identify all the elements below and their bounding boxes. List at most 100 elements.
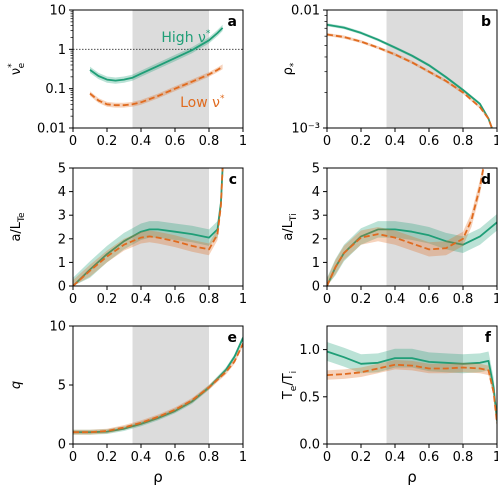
x-tick-label: 0.8 — [453, 292, 474, 307]
x-tick-label: 0 — [323, 450, 331, 465]
x-tick-label: 0.2 — [351, 292, 372, 307]
y-tick-label: 4 — [58, 185, 66, 200]
annotation-low: Low ν* — [180, 94, 225, 111]
y-tick-label: 4 — [312, 185, 320, 200]
x-tick-label: 0.6 — [419, 134, 440, 149]
y-tick-label: 1 — [58, 256, 66, 271]
x-tick-label: 0.4 — [131, 134, 152, 149]
x-tick-label: 0 — [69, 134, 77, 149]
y-tick-label: 0.01 — [291, 4, 320, 19]
x-tick-label: 0.6 — [419, 450, 440, 465]
y-axis-label: a/LTi — [281, 213, 299, 240]
x-tick-label: 1 — [493, 292, 498, 307]
y-tick-label: 10 — [49, 320, 66, 335]
plot-frame — [326, 325, 498, 445]
x-tick-label: 0.2 — [97, 450, 118, 465]
shaded-region — [386, 168, 463, 286]
y-tick-label: 2 — [312, 232, 320, 247]
y-tick-label: 0.0 — [299, 438, 320, 453]
x-tick-label: 0 — [323, 134, 331, 149]
x-tick-label: 1 — [239, 134, 247, 149]
panel-f: 0 0.2 0.4 0.6 0.8 1 0.0 0.5 1.0Te/Ti f ρ — [281, 325, 498, 486]
x-tick-label: 0 — [69, 292, 77, 307]
y-tick-label: 0 — [58, 438, 66, 453]
plot-frame — [72, 9, 244, 129]
x-tick-label: 1 — [493, 450, 498, 465]
x-axis-label: ρ — [153, 468, 163, 486]
panel-a: 0 0.2 0.4 0.6 0.8 1 0.01 0.1 1 10 ν*e a High ν* Low ν… — [7, 4, 247, 150]
x-tick-label: 0.8 — [199, 134, 220, 149]
series-low-line — [327, 168, 485, 286]
series-low-line — [89, 66, 224, 107]
y-axis-label: ν*e — [7, 62, 27, 75]
x-tick-label: 0.8 — [453, 134, 474, 149]
x-tick-label: 0.2 — [351, 450, 372, 465]
y-axis-label: q — [9, 381, 24, 389]
panel-label: b — [481, 14, 491, 30]
y-tick-label: 3 — [312, 209, 320, 224]
y-tick-label: 0.01 — [37, 122, 66, 137]
y-axis-label: a/LTe — [9, 212, 27, 242]
x-tick-label: 0 — [323, 292, 331, 307]
y-tick-label: 5 — [312, 162, 320, 177]
series-high-line — [327, 221, 497, 286]
series-low-band — [90, 64, 223, 108]
x-tick-label: 0.6 — [165, 450, 186, 465]
x-tick-label: 0.6 — [165, 292, 186, 307]
panel-c: 0 0.2 0.4 0.6 0.8 1 0 1 2 3 4 5 a/LTe c — [9, 162, 247, 308]
series-high-band — [73, 168, 223, 286]
x-tick-label: 0.4 — [131, 450, 152, 465]
series-high-line — [327, 23, 493, 128]
panel-label: c — [229, 172, 237, 188]
x-tick-label: 0.4 — [385, 292, 406, 307]
x-tick-label: 0.2 — [97, 134, 118, 149]
x-tick-label: 0.2 — [351, 134, 372, 149]
y-axis-label: Te/Ti — [281, 371, 299, 400]
y-tick-label: 0 — [58, 280, 66, 295]
series-low-line — [73, 168, 224, 286]
x-tick-label: 0.8 — [453, 450, 474, 465]
y-tick-label: 0 — [312, 280, 320, 295]
y-tick-label: 0.1 — [45, 82, 66, 97]
panel-b: 0 0.2 0.4 0.6 0.8 1 10⁻³ 0.01 ρ* b — [281, 4, 498, 150]
shaded-region — [132, 10, 209, 128]
panel-label: e — [228, 330, 238, 346]
series-high-line — [327, 350, 497, 421]
x-tick-label: 0.6 — [419, 292, 440, 307]
y-tick-label: 10 — [49, 4, 66, 19]
y-tick-label: 1 — [58, 43, 66, 58]
series-high-line — [89, 27, 224, 82]
y-tick-label: 1 — [312, 256, 320, 271]
shaded-region — [132, 168, 209, 286]
x-tick-label: 1 — [239, 292, 247, 307]
shaded-region — [132, 326, 209, 444]
x-tick-label: 0.4 — [385, 450, 406, 465]
x-tick-label: 0.2 — [97, 292, 118, 307]
y-tick-label: 2 — [58, 232, 66, 247]
y-tick-label: 3 — [58, 209, 66, 224]
x-tick-label: 1 — [239, 450, 247, 465]
x-tick-label: 1 — [493, 134, 498, 149]
annotation-high: High ν* — [161, 29, 210, 46]
x-tick-label: 0.8 — [199, 292, 220, 307]
x-tick-label: 0.8 — [199, 450, 220, 465]
x-tick-label: 0.4 — [131, 292, 152, 307]
panel-label: f — [485, 330, 492, 346]
y-axis-label: ρ* — [281, 62, 299, 75]
y-tick-label: 0.5 — [299, 390, 320, 405]
y-tick-label: 1.0 — [299, 343, 320, 358]
x-tick-label: 0.6 — [165, 134, 186, 149]
plot-frame — [72, 167, 244, 287]
y-tick-label: 5 — [58, 379, 66, 394]
y-tick-label: 5 — [58, 162, 66, 177]
x-tick-label: 0.4 — [385, 134, 406, 149]
series-low-line — [327, 33, 493, 128]
series-low-line — [327, 363, 497, 424]
series-high-band — [73, 335, 243, 435]
panel-d: 0 0.2 0.4 0.6 0.8 1 0 1 2 3 4 5 a/LTi d — [281, 162, 498, 308]
series-low-line — [73, 343, 243, 434]
x-tick-label: 0 — [69, 450, 77, 465]
plot-frame — [326, 167, 498, 287]
